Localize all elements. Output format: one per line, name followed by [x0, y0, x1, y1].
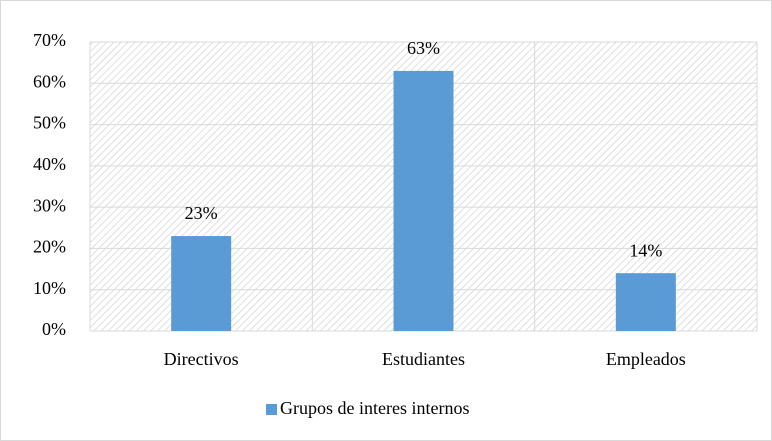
x-tick-label: Directivos — [164, 349, 239, 369]
data-label: 63% — [407, 38, 440, 58]
y-tick-label: 50% — [33, 113, 66, 133]
bar — [171, 236, 232, 331]
y-tick-label: 60% — [33, 71, 66, 91]
y-tick-label: 20% — [33, 237, 66, 257]
y-tick-label: 10% — [33, 278, 66, 298]
legend-swatch — [266, 404, 277, 415]
data-label: 23% — [185, 203, 218, 223]
data-label: 14% — [629, 240, 662, 260]
x-tick-label: Estudiantes — [382, 349, 465, 369]
legend-label: Grupos de interes internos — [280, 398, 469, 418]
y-tick-label: 40% — [33, 154, 66, 174]
y-tick-label: 30% — [33, 195, 66, 215]
bar — [393, 70, 454, 332]
bar — [615, 273, 676, 331]
x-tick-label: Empleados — [606, 349, 686, 369]
y-tick-label: 70% — [33, 30, 66, 50]
y-tick-label: 0% — [42, 319, 66, 339]
